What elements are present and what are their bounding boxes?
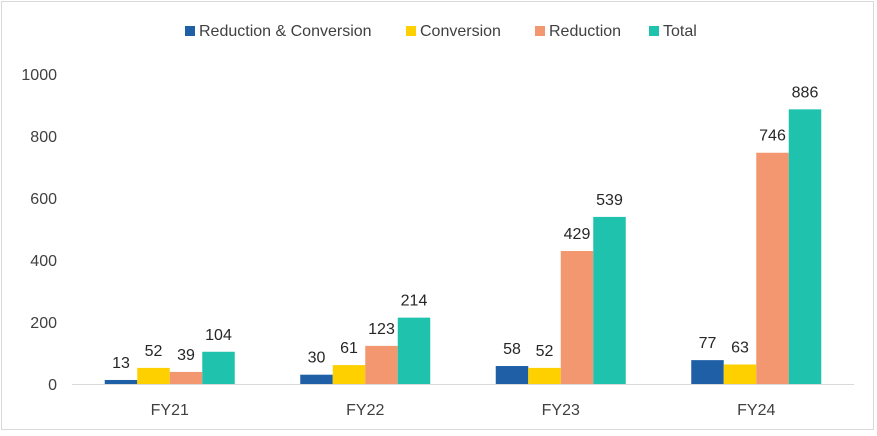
chart-svg: Reduction & Conversion Conversion Reductio… bbox=[21, 23, 854, 419]
legend-label-3: Total bbox=[663, 23, 697, 40]
data-label-FY24-1: 63 bbox=[731, 339, 749, 356]
data-label-FY21-3: 104 bbox=[205, 327, 232, 344]
bars bbox=[104, 109, 822, 384]
bar-FY22-0 bbox=[300, 374, 333, 384]
legend-swatch-1 bbox=[406, 26, 416, 36]
bar-FY22-1 bbox=[332, 365, 366, 384]
y-axis: 0 200 400 600 800 1000 bbox=[21, 67, 57, 394]
data-label-FY22-2: 123 bbox=[368, 321, 395, 338]
data-label-FY23-2: 429 bbox=[564, 226, 591, 243]
data-labels: 13 52 39 104 30 61 123 214 58 52 429 539 77 63 746 886 bbox=[112, 84, 818, 372]
y-tick-label-1: 200 bbox=[30, 315, 57, 332]
data-label-FY21-2: 39 bbox=[177, 347, 195, 364]
x-tick-label-0: FY21 bbox=[151, 402, 189, 419]
x-tick-label-1: FY22 bbox=[346, 402, 384, 419]
legend-label-2: Reduction bbox=[549, 23, 621, 40]
y-tick-label-0: 0 bbox=[48, 377, 57, 394]
bar-FY21-2 bbox=[169, 371, 203, 384]
data-label-FY24-2: 746 bbox=[759, 128, 786, 145]
bar-FY23-2 bbox=[560, 251, 594, 384]
data-label-FY24-0: 77 bbox=[699, 335, 717, 352]
legend-swatch-3 bbox=[649, 26, 659, 36]
y-tick-label-5: 1000 bbox=[21, 67, 57, 84]
legend-swatch-0 bbox=[185, 26, 195, 36]
bar-FY21-0 bbox=[104, 379, 138, 384]
bar-FY22-2 bbox=[365, 345, 398, 384]
y-tick-label-3: 600 bbox=[30, 191, 57, 208]
data-label-FY22-3: 214 bbox=[401, 293, 428, 310]
bar-FY23-0 bbox=[495, 366, 529, 384]
data-label-FY21-0: 13 bbox=[112, 355, 130, 372]
data-label-FY21-1: 52 bbox=[145, 343, 163, 360]
y-tick-label-4: 800 bbox=[30, 129, 57, 146]
bar-FY22-3 bbox=[397, 317, 431, 384]
bar-FY21-1 bbox=[137, 367, 170, 384]
x-axis: FY21 FY22 FY23 FY24 bbox=[151, 402, 776, 419]
legend-label-0: Reduction & Conversion bbox=[199, 23, 372, 40]
legend-label-1: Conversion bbox=[420, 23, 501, 40]
bar-FY24-2 bbox=[756, 152, 789, 384]
bar-FY23-1 bbox=[528, 367, 561, 384]
data-label-FY23-0: 58 bbox=[503, 341, 521, 358]
data-label-FY23-1: 52 bbox=[536, 343, 554, 360]
data-label-FY24-3: 886 bbox=[792, 84, 819, 101]
legend-swatch-2 bbox=[535, 26, 545, 36]
data-label-FY22-1: 61 bbox=[340, 340, 358, 357]
bar-FY24-0 bbox=[691, 360, 724, 384]
chart-frame: Reduction & Conversion Conversion Reductio… bbox=[1, 1, 874, 430]
data-label-FY22-0: 30 bbox=[308, 350, 326, 367]
y-tick-label-2: 400 bbox=[30, 253, 57, 270]
x-tick-label-2: FY23 bbox=[542, 402, 580, 419]
bar-FY24-1 bbox=[723, 364, 757, 384]
data-label-FY23-3: 539 bbox=[596, 192, 623, 209]
bar-FY21-3 bbox=[202, 351, 235, 384]
bar-FY24-3 bbox=[788, 109, 822, 384]
legend: Reduction & Conversion Conversion Reductio… bbox=[185, 23, 697, 40]
x-tick-label-3: FY24 bbox=[737, 402, 775, 419]
bar-FY23-3 bbox=[593, 216, 626, 384]
